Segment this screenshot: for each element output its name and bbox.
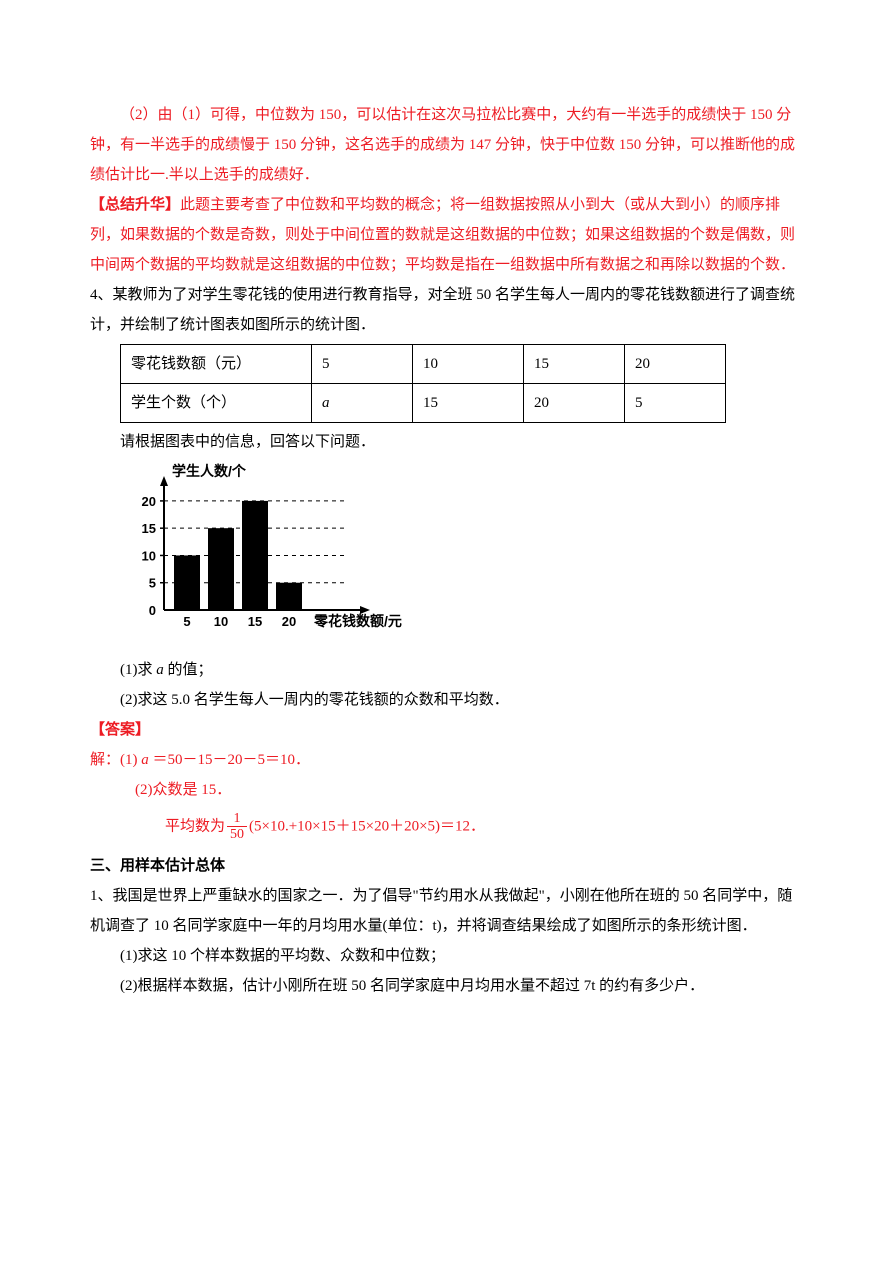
frac-num: 1	[227, 811, 247, 827]
cell: 15	[524, 345, 625, 384]
table-row: 零花钱数额（元） 5 10 15 20	[121, 345, 726, 384]
svg-text:20: 20	[281, 614, 295, 629]
answer-label: 【答案】	[90, 715, 802, 745]
answer-part2: （2）由（1）可得，中位数为 150，可以估计在这次马拉松比赛中，大约有一半选手…	[90, 100, 802, 190]
summary-text: 此题主要考查了中位数和平均数的概念；将一组数据按照从小到大（或从大到小）的顺序排…	[90, 197, 795, 273]
cell: 10	[413, 345, 524, 384]
bar-chart: 0 5 10 15 20 5 10 15 20 学生人数/个零花钱数额/元	[128, 463, 803, 649]
cell: 20	[524, 384, 625, 423]
cell: 5	[625, 384, 726, 423]
cell: 15	[413, 384, 524, 423]
sub1-prefix: (1)求	[120, 662, 156, 678]
svg-text:学生人数/个: 学生人数/个	[172, 463, 247, 479]
ans1-prefix: (1)	[120, 752, 141, 768]
cell: 零花钱数额（元）	[121, 345, 312, 384]
avg-expr: (5×10.+10×15＋15×20＋20×5)＝12．	[249, 818, 485, 834]
svg-text:10: 10	[213, 614, 227, 629]
question-4-sub1: (1)求 a 的值；	[90, 655, 802, 685]
question-4-intro: 4、某教师为了对学生零花钱的使用进行教育指导，对全班 50 名学生每人一周内的零…	[90, 280, 802, 340]
cell: 5	[312, 345, 413, 384]
svg-text:15: 15	[141, 521, 155, 536]
cell: 20	[625, 345, 726, 384]
data-table: 零花钱数额（元） 5 10 15 20 学生个数（个） a 15 20 5	[120, 344, 726, 423]
ans-prefix: 解：	[90, 752, 120, 768]
svg-text:5: 5	[148, 576, 155, 591]
section-3-q1: 1、我国是世界上严重缺水的国家之一．为了倡导"节约用水从我做起"，小刚在他所在班…	[90, 881, 802, 941]
section-3-title: 三、用样本估计总体	[90, 851, 802, 881]
table-row: 学生个数（个） a 15 20 5	[121, 384, 726, 423]
avg-label: 平均数为	[165, 818, 225, 834]
svg-text:0: 0	[148, 603, 155, 618]
summary-block: 【总结升华】此题主要考查了中位数和平均数的概念；将一组数据按照从小到大（或从大到…	[90, 190, 802, 280]
sub1-suffix: 的值；	[164, 662, 213, 678]
fraction: 150	[227, 811, 247, 843]
answer-line2: (2)众数是 15．	[90, 775, 802, 805]
svg-text:5: 5	[183, 614, 190, 629]
question-4-tip: 请根据图表中的信息，回答以下问题．	[90, 427, 802, 457]
answer-line3: 平均数为150(5×10.+10×15＋15×20＋20×5)＝12．	[90, 811, 802, 843]
svg-text:零花钱数额/元: 零花钱数额/元	[313, 613, 402, 629]
frac-den: 50	[227, 827, 247, 842]
svg-text:10: 10	[141, 548, 155, 563]
svg-text:20: 20	[141, 494, 155, 509]
answer-line1: 解：(1) a ＝50－15－20－5＝10．	[90, 745, 802, 775]
var-a: a	[322, 395, 330, 411]
section-3-sub2: (2)根据样本数据，估计小刚所在班 50 名同学家庭中月均用水量不超过 7t 的…	[90, 971, 802, 1001]
cell: a	[312, 384, 413, 423]
cell: 学生个数（个）	[121, 384, 312, 423]
ans1-expr: ＝50－15－20－5＝10．	[149, 752, 310, 768]
var-a: a	[141, 752, 149, 768]
summary-label: 【总结升华】	[90, 197, 180, 213]
svg-text:15: 15	[247, 614, 261, 629]
question-4-sub2: (2)求这 5.0 名学生每人一周内的零花钱额的众数和平均数．	[90, 685, 802, 715]
section-3-sub1: (1)求这 10 个样本数据的平均数、众数和中位数；	[90, 941, 802, 971]
var-a: a	[156, 662, 164, 678]
